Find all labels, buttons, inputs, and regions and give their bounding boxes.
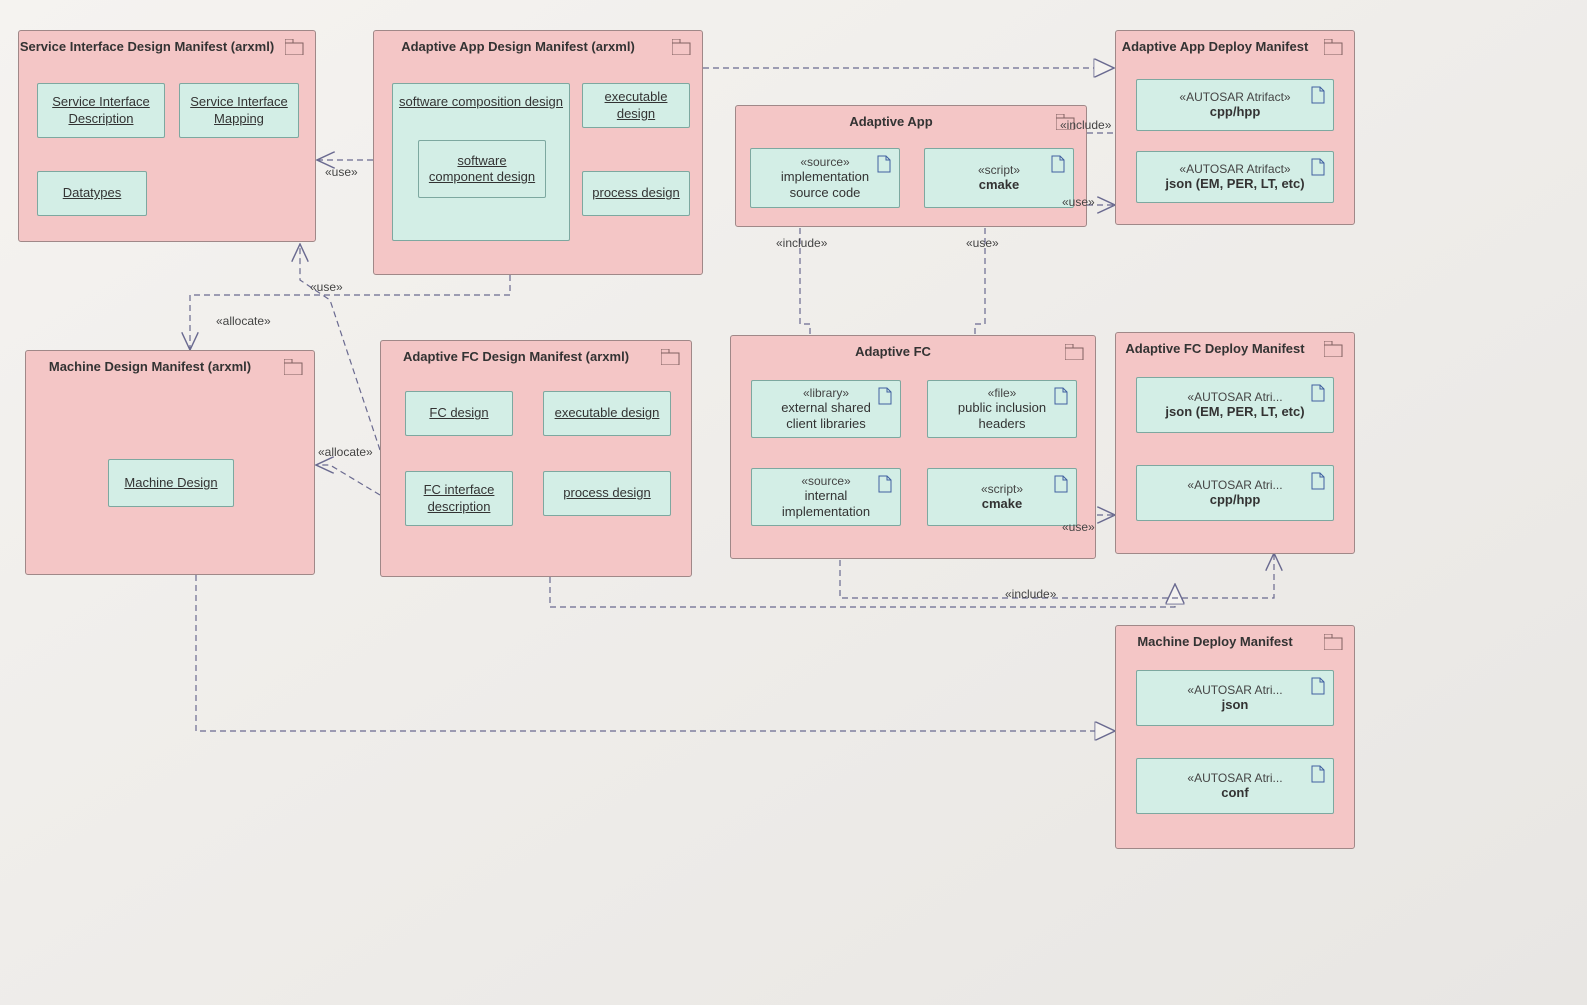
label-allocate-2: «allocate»	[318, 445, 373, 459]
label-include-1: «include»	[1060, 118, 1111, 132]
pkg-app-deploy: Adaptive App Deploy Manifest «AUTOSAR At…	[1115, 30, 1355, 225]
label-allocate-1: «allocate»	[216, 314, 271, 328]
package-icon	[661, 349, 681, 365]
el-conf: «AUTOSAR Atri... conf	[1136, 758, 1334, 814]
el-json-2: «AUTOSAR Atri... json (EM, PER, LT, etc)	[1136, 377, 1334, 433]
el-cmake-1: «script» cmake	[924, 148, 1074, 208]
label-use-3b: «use»	[966, 236, 999, 250]
label-use-1: «use»	[325, 165, 358, 179]
file-icon	[1054, 387, 1068, 405]
label-use-3: «use»	[1062, 195, 1095, 209]
label-use-2: «use»	[310, 280, 343, 294]
file-icon	[1311, 158, 1325, 176]
pkg-app-design: Adaptive App Design Manifest (arxml) sof…	[373, 30, 703, 275]
pkg-title: Adaptive App	[736, 114, 1046, 129]
el-fc-design: FC design	[405, 391, 513, 436]
file-icon	[1311, 677, 1325, 695]
el-process-design-2: process design	[543, 471, 671, 516]
pkg-title: Adaptive App Design Manifest (arxml)	[374, 39, 662, 54]
pkg-fc-design: Adaptive FC Design Manifest (arxml) FC d…	[380, 340, 692, 577]
el-cpp-1: «AUTOSAR Atrifact» cpp/hpp	[1136, 79, 1334, 131]
pkg-title: Adaptive FC	[731, 344, 1055, 359]
file-icon	[1311, 384, 1325, 402]
el-pub-hdr: «file» public inclusionheaders	[927, 380, 1077, 438]
el-executable-design-1: executable design	[582, 83, 690, 128]
el-sw-component: softwarecomponent design	[418, 140, 546, 198]
pkg-machine-deploy: Machine Deploy Manifest «AUTOSAR Atri...…	[1115, 625, 1355, 849]
pkg-adaptive-fc: Adaptive FC «library» external sharedcli…	[730, 335, 1096, 559]
label-include-3: «include»	[1005, 587, 1056, 601]
package-icon	[1324, 39, 1344, 55]
pkg-service-interface: Service Interface Design Manifest (arxml…	[18, 30, 316, 242]
pkg-title: Machine Deploy Manifest	[1116, 634, 1314, 649]
pkg-fc-deploy: Adaptive FC Deploy Manifest «AUTOSAR Atr…	[1115, 332, 1355, 554]
file-icon	[877, 155, 891, 173]
label-include-2: «include»	[776, 236, 827, 250]
el-json-3: «AUTOSAR Atri... json	[1136, 670, 1334, 726]
el-int-impl: «source» internalimplementation	[751, 468, 901, 526]
file-icon	[878, 475, 892, 493]
el-process-design-1: process design	[582, 171, 690, 216]
package-icon	[672, 39, 692, 55]
el-datatypes: Datatypes	[37, 171, 147, 216]
el-service-interface-description: Service InterfaceDescription	[37, 83, 165, 138]
package-icon	[1324, 341, 1344, 357]
file-icon	[1311, 472, 1325, 490]
pkg-machine-design: Machine Design Manifest (arxml) Machine …	[25, 350, 315, 575]
file-icon	[1311, 765, 1325, 783]
el-machine-design: Machine Design	[108, 459, 234, 507]
pkg-title: Service Interface Design Manifest (arxml…	[19, 39, 275, 54]
pkg-title: Machine Design Manifest (arxml)	[26, 359, 274, 374]
package-icon	[1324, 634, 1344, 650]
package-icon	[1065, 344, 1085, 360]
package-icon	[284, 359, 304, 375]
el-executable-design-2: executable design	[543, 391, 671, 436]
pkg-title: Adaptive FC Deploy Manifest	[1116, 341, 1314, 356]
el-cpp-2: «AUTOSAR Atri... cpp/hpp	[1136, 465, 1334, 521]
file-icon	[1311, 86, 1325, 104]
el-cmake-2: «script» cmake	[927, 468, 1077, 526]
file-icon	[878, 387, 892, 405]
file-icon	[1051, 155, 1065, 173]
pkg-adaptive-app: Adaptive App «source» implementationsour…	[735, 105, 1087, 227]
el-impl-source: «source» implementationsource code	[750, 148, 900, 208]
label-use-4: «use»	[1062, 520, 1095, 534]
pkg-title: Adaptive App Deploy Manifest	[1116, 39, 1314, 54]
pkg-title: Adaptive FC Design Manifest (arxml)	[381, 349, 651, 364]
package-icon	[285, 39, 305, 55]
file-icon	[1054, 475, 1068, 493]
el-json-1: «AUTOSAR Atrifact» json (EM, PER, LT, et…	[1136, 151, 1334, 203]
el-ext-lib: «library» external sharedclient librarie…	[751, 380, 901, 438]
el-sw-composition: software composition design softwarecomp…	[392, 83, 570, 241]
el-fc-interface-description: FC interfacedescription	[405, 471, 513, 526]
el-service-interface-mapping: Service InterfaceMapping	[179, 83, 299, 138]
